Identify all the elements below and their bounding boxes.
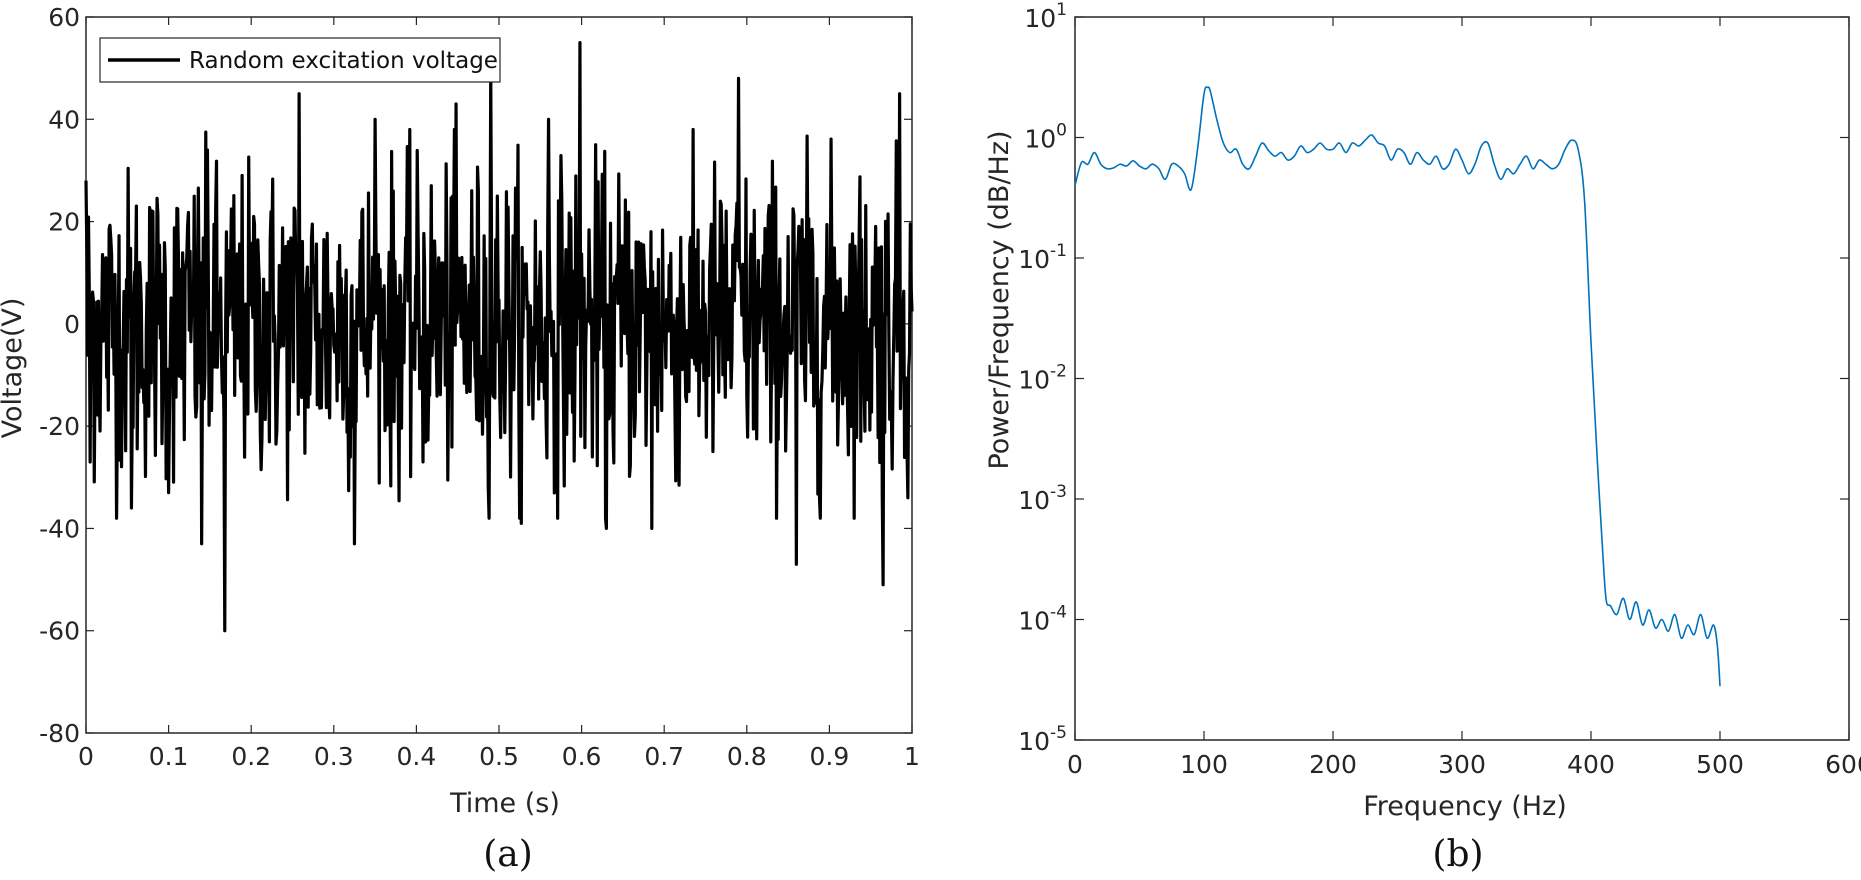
- x-tick-label: 300: [1438, 750, 1486, 779]
- y-ticks-b: 10-5 10-4 10-3 10-2 10-1 100 101: [1018, 0, 1849, 756]
- x-axis-label-a: Time (s): [449, 788, 560, 819]
- y-tick-label: 10-3: [1018, 482, 1067, 515]
- x-tick-label: 500: [1696, 750, 1744, 779]
- x-tick-label: 1: [904, 742, 920, 771]
- voltage-series-line: [84, 40, 914, 633]
- y-tick-label: 100: [1024, 121, 1067, 154]
- y-tick-label: -40: [39, 514, 80, 543]
- psd-series-line: [1074, 86, 1721, 687]
- x-tick-label: 0.5: [479, 742, 519, 771]
- panel-label-b: (b): [1432, 834, 1483, 875]
- plot-area-b: [1074, 16, 1850, 741]
- y-tick-label: -80: [39, 719, 80, 748]
- y-tick-label: -20: [39, 412, 80, 441]
- y-tick-label: 101: [1024, 0, 1067, 33]
- x-tick-label: 0.7: [644, 742, 684, 771]
- legend-a: Random excitation voltage: [99, 37, 501, 83]
- x-ticks-b: 0 100 200 300 400 500 600: [1067, 17, 1861, 779]
- y-tick-label: 60: [48, 3, 80, 32]
- x-tick-label: 0.8: [727, 742, 767, 771]
- y-axis-label-a: Voltage(V): [0, 298, 28, 439]
- x-ticks-a: 0 0.1 0.2 0.3 0.4 0.5 0.6 0.7 0.8 0.9 1: [78, 17, 920, 771]
- y-tick-label: 0: [64, 310, 80, 339]
- x-axis-label-b: Frequency (Hz): [1363, 791, 1567, 822]
- x-tick-label: 0.3: [314, 742, 354, 771]
- y-tick-label: 40: [48, 105, 80, 134]
- x-tick-label: 0.6: [562, 742, 602, 771]
- y-tick-label: 10-4: [1018, 603, 1067, 636]
- y-tick-label: -60: [39, 617, 80, 646]
- x-tick-label: 400: [1567, 750, 1615, 779]
- y-tick-label: 10-5: [1018, 723, 1067, 756]
- x-tick-label: 0: [78, 742, 94, 771]
- x-tick-label: 0.2: [231, 742, 271, 771]
- x-tick-label: 0.4: [397, 742, 437, 771]
- x-tick-label: 600: [1825, 750, 1861, 779]
- x-tick-label: 100: [1180, 750, 1228, 779]
- y-tick-label: 10-2: [1018, 362, 1067, 395]
- x-tick-label: 200: [1309, 750, 1357, 779]
- legend-entry: Random excitation voltage: [189, 48, 498, 74]
- y-tick-label: 10-1: [1018, 241, 1067, 274]
- panel-label-a: (a): [483, 834, 533, 875]
- y-tick-label: 20: [48, 208, 80, 237]
- y-axis-label-b: Power/Frequency (dB/Hz): [984, 130, 1015, 469]
- x-tick-label: 0.9: [810, 742, 850, 771]
- y-ticks-a: -80 -60 -40 -20 0 20 40 60: [39, 3, 912, 748]
- chart-b: 10-5 10-4 10-3 10-2 10-1 100 101 0 100 200 300 400…: [984, 0, 1861, 875]
- x-tick-label: 0.1: [149, 742, 189, 771]
- x-tick-label: 0: [1067, 750, 1083, 779]
